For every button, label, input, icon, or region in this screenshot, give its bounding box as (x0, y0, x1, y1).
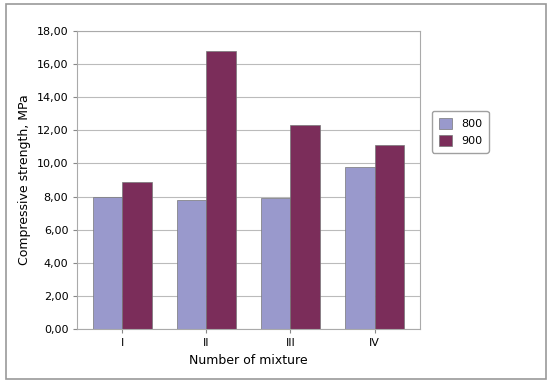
Bar (290, 125, 320, 329)
Bar (261, 198, 290, 329)
Bar (93, 196, 122, 329)
Bar (375, 145, 404, 329)
Bar (122, 182, 152, 329)
Bar (345, 167, 375, 329)
Y-axis label: Compressive strength, MPa: Compressive strength, MPa (18, 95, 31, 265)
Bar (177, 200, 206, 329)
X-axis label: Number of mixture: Number of mixture (189, 354, 307, 367)
Legend: 800, 900: 800, 900 (432, 111, 489, 153)
Bar (206, 51, 236, 329)
